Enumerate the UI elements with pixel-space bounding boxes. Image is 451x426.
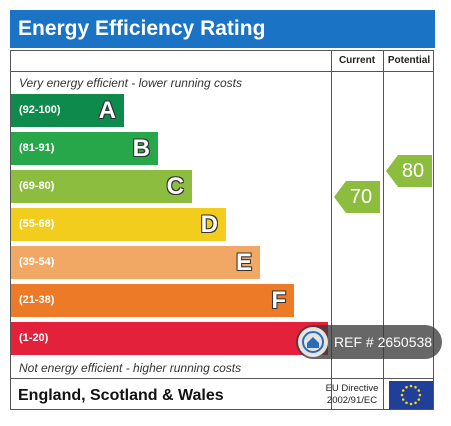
- current-rating-arrow: 70: [334, 181, 380, 213]
- band-letter: F: [271, 287, 286, 314]
- potential-column-divider: [383, 51, 384, 409]
- potential-rating-arrow-value: 80: [401, 160, 425, 182]
- directive-line-1: EU Directive: [325, 383, 379, 394]
- band-e: (39-54) E: [11, 246, 260, 279]
- band-letter: E: [235, 249, 252, 276]
- home-search-icon: [298, 327, 328, 357]
- band-letter: A: [98, 97, 116, 124]
- band-range-label: (1-20): [19, 332, 49, 344]
- band-range-label: (21-38): [19, 294, 55, 306]
- potential-column-header: Potential: [387, 55, 431, 66]
- directive-line-2: 2002/91/EC: [326, 395, 378, 406]
- band-range-label: (39-54): [19, 256, 55, 268]
- potential-rating-arrow: 80: [386, 155, 432, 187]
- band-range-label: (55-68): [19, 218, 55, 230]
- band-c: (69-80) C: [11, 170, 192, 203]
- current-column-divider: [331, 51, 332, 409]
- band-range-label: (69-80): [19, 180, 55, 192]
- band-d: (55-68) D: [11, 208, 226, 241]
- reference-badge: REF # 2650538: [296, 325, 442, 359]
- band-letter: C: [166, 173, 184, 200]
- reference-number: REF # 2650538: [334, 334, 433, 350]
- header-row-divider: [11, 71, 433, 72]
- rating-grid: Current Potential Very energy efficient …: [10, 50, 434, 410]
- current-column-header: Current: [338, 55, 376, 66]
- region-label: England, Scotland & Wales: [18, 387, 224, 404]
- bottom-note: Not energy efficient - higher running co…: [19, 361, 242, 375]
- eu-directive-label: EU Directive 2002/91/EC: [317, 383, 387, 407]
- eu-flag-icon: [389, 381, 433, 409]
- band-f: (21-38) F: [11, 284, 294, 317]
- band-b: (81-91) B: [11, 132, 158, 165]
- band-range-label: (81-91): [19, 142, 55, 154]
- band-a: (92-100) A: [11, 94, 124, 127]
- band-letter: B: [132, 135, 150, 162]
- band-g: (1-20)G: [11, 322, 328, 355]
- band-range-label: (92-100): [19, 104, 61, 116]
- current-rating-arrow-value: 70: [349, 186, 373, 208]
- footer-row-divider: [11, 378, 433, 379]
- chart-title: Energy Efficiency Rating: [10, 10, 435, 48]
- band-letter: D: [200, 211, 218, 238]
- top-note: Very energy efficient - lower running co…: [19, 76, 242, 90]
